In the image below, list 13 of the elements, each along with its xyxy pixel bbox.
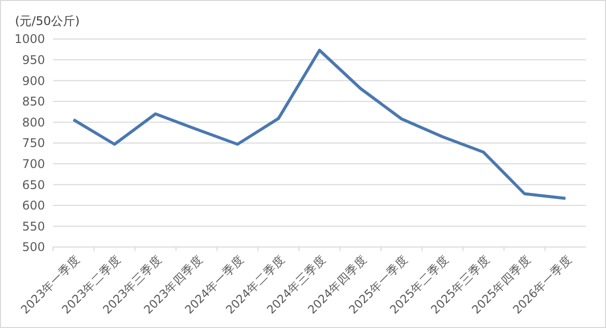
- y-tick-label: 650: [22, 178, 45, 192]
- y-tick-label: 850: [22, 94, 45, 109]
- y-tick-label: 550: [22, 219, 45, 234]
- y-tick-label: 800: [22, 115, 45, 130]
- y-tick-label: 700: [22, 157, 45, 171]
- y-axis-title: (元/50公斤): [15, 14, 80, 28]
- y-tick-label: 600: [22, 198, 45, 213]
- y-tick-label: 750: [22, 136, 45, 150]
- y-tick-label: 1000: [14, 32, 45, 46]
- y-tick-label: 900: [22, 74, 45, 88]
- y-tick-label: 950: [22, 53, 45, 67]
- line-series: [72, 48, 567, 200]
- y-tick-label: 500: [22, 240, 45, 254]
